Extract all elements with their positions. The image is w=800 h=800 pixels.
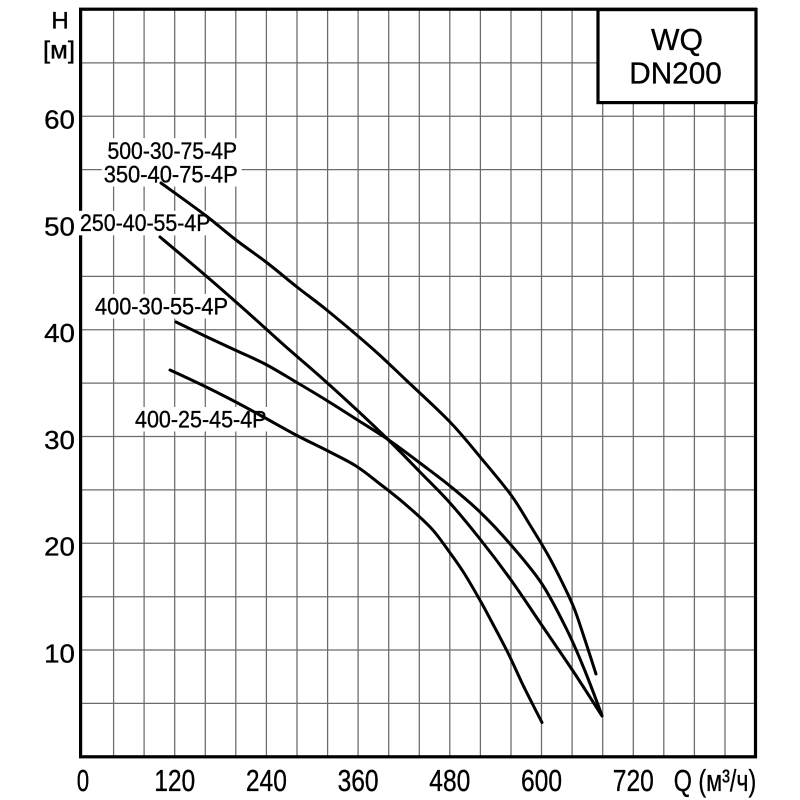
svg-text:120: 120 [154, 763, 195, 798]
svg-text:WQ: WQ [651, 22, 703, 57]
svg-text:30: 30 [44, 425, 75, 455]
svg-text:DN200: DN200 [629, 56, 722, 91]
svg-text:H: H [51, 8, 68, 35]
svg-text:480: 480 [429, 763, 470, 798]
svg-text:350-40-75-4P: 350-40-75-4P [104, 162, 238, 189]
svg-text:10: 10 [44, 638, 75, 668]
svg-text:20: 20 [44, 532, 75, 562]
svg-text:400-30-55-4P: 400-30-55-4P [95, 294, 228, 321]
svg-text:600: 600 [521, 763, 562, 798]
svg-text:40: 40 [44, 318, 75, 348]
svg-text:[м]: [м] [43, 36, 75, 64]
svg-text:250-40-55-4P: 250-40-55-4P [80, 210, 211, 237]
svg-text:500-30-75-4P: 500-30-75-4P [108, 138, 238, 165]
svg-text:50: 50 [44, 211, 75, 241]
svg-text:720: 720 [613, 763, 654, 798]
svg-text:Q (м³/ч): Q (м³/ч) [674, 763, 757, 798]
svg-text:360: 360 [338, 763, 379, 798]
svg-text:60: 60 [44, 105, 75, 135]
svg-text:0: 0 [77, 763, 89, 798]
svg-text:400-25-45-4P: 400-25-45-4P [135, 407, 267, 434]
svg-text:240: 240 [246, 763, 287, 798]
